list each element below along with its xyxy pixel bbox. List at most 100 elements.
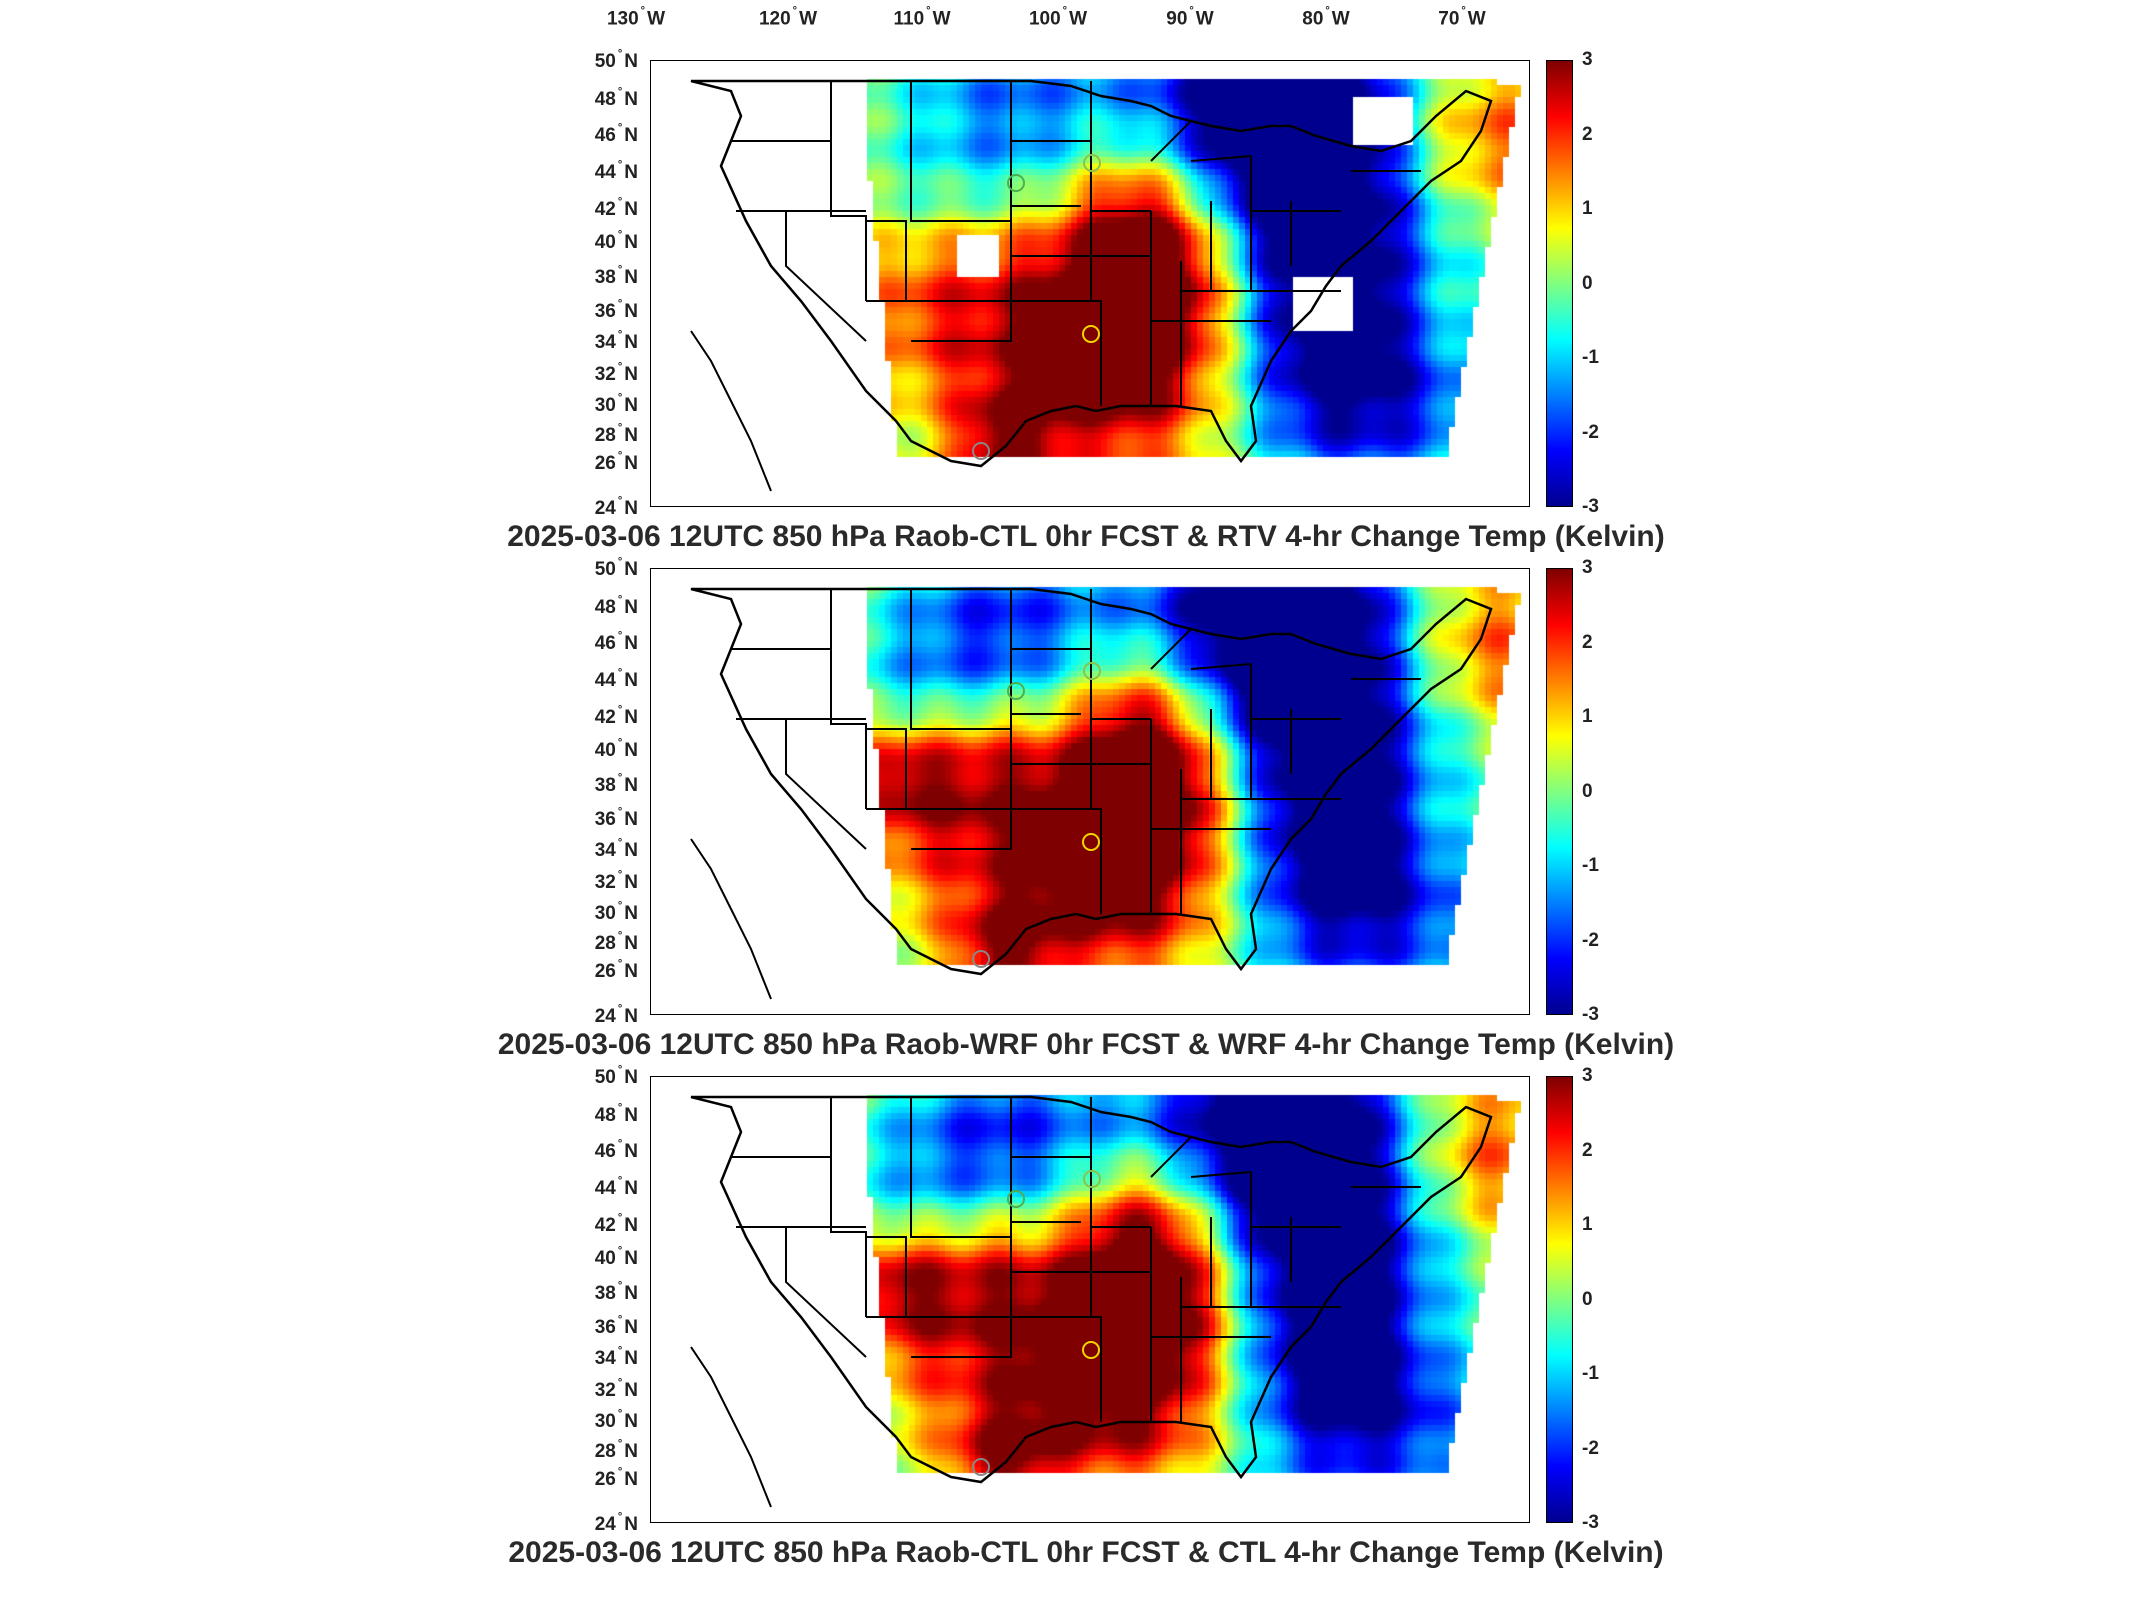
state-line xyxy=(910,1157,1011,1238)
latitude-label: 40 ° N xyxy=(594,228,638,254)
raob-station-marker xyxy=(1007,682,1025,700)
longitude-label: 120 ° W xyxy=(758,5,818,30)
colorbar-tick-label: -3 xyxy=(1582,496,1599,517)
state-line xyxy=(911,301,1012,342)
latitude-label: 26 ° N xyxy=(594,1466,638,1491)
latitude-label: 46 ° N xyxy=(594,122,638,147)
latitude-label: 42 ° N xyxy=(594,195,638,221)
latitude-label: 38 ° N xyxy=(594,264,638,289)
longitude-label: 80 ° W xyxy=(1302,5,1350,30)
latitude-label: 40 ° N xyxy=(594,1244,638,1270)
colorbar-tick-label: -1 xyxy=(1582,1363,1599,1384)
latitude-label: 36 ° N xyxy=(594,297,638,323)
raob-station-marker xyxy=(972,1458,990,1476)
latitude-label: 32 ° N xyxy=(594,1376,638,1402)
state-line xyxy=(731,1156,867,1317)
colorbar-tick-label: 2 xyxy=(1582,631,1593,653)
longitude-label: 130 ° W xyxy=(606,5,666,30)
state-line xyxy=(1150,120,1192,162)
latitude-label: 24 ° N xyxy=(594,494,638,520)
state-boundaries xyxy=(690,1095,1493,1508)
raob-station-marker xyxy=(1083,662,1101,680)
latitude-label: 34 ° N xyxy=(594,836,638,862)
state-line xyxy=(731,140,867,301)
latitude-label: 28 ° N xyxy=(594,421,638,446)
state-line xyxy=(1011,300,1102,406)
raob-station-marker xyxy=(1007,1190,1025,1208)
latitude-label: 48 ° N xyxy=(594,85,638,111)
colorbar-tick-label: -1 xyxy=(1582,347,1599,368)
state-line xyxy=(1011,1316,1102,1422)
state-line xyxy=(785,1227,867,1358)
latitude-label: 30 ° N xyxy=(594,392,638,417)
state-line xyxy=(866,1236,907,1317)
latitude-label: 38 ° N xyxy=(594,772,638,797)
temperature-map xyxy=(650,1076,1530,1523)
state-line xyxy=(1011,808,1102,914)
state-boundaries xyxy=(690,587,1493,1000)
temperature-map xyxy=(650,568,1530,1015)
latitude-label: 28 ° N xyxy=(594,1437,638,1462)
colorbar-tick-label: -2 xyxy=(1582,929,1599,951)
latitude-label: 40 ° N xyxy=(594,736,638,762)
latitude-label: 48 ° N xyxy=(594,1101,638,1127)
latitude-label: 50 ° N xyxy=(594,1063,638,1089)
latitude-label: 24 ° N xyxy=(594,1002,638,1028)
latitude-label: 26 ° N xyxy=(594,450,638,475)
latitude-label: 26 ° N xyxy=(594,958,638,983)
latitude-label: 34 ° N xyxy=(594,328,638,354)
state-line xyxy=(1190,155,1252,162)
colorbar xyxy=(1546,1076,1573,1523)
state-line xyxy=(1190,1171,1252,1178)
colorbar-tick-label: 0 xyxy=(1582,1288,1593,1310)
raob-station-marker xyxy=(972,442,990,460)
colorbar-tick-label: 2 xyxy=(1582,1139,1593,1161)
colorbar-tick-label: -3 xyxy=(1582,1512,1599,1533)
state-line xyxy=(1190,663,1252,670)
baja-coastline xyxy=(690,1346,772,1508)
raob-station-marker xyxy=(972,950,990,968)
latitude-label: 30 ° N xyxy=(594,1408,638,1433)
longitude-label: 70 ° W xyxy=(1438,5,1486,30)
latitude-label: 34 ° N xyxy=(594,1344,638,1370)
colorbar xyxy=(1546,568,1573,1015)
latitude-label: 44 ° N xyxy=(594,159,638,184)
raob-station-marker xyxy=(1082,325,1100,343)
raob-station-marker xyxy=(1082,1341,1100,1359)
longitude-label: 110 ° W xyxy=(893,5,951,30)
colorbar-tick-label: -2 xyxy=(1582,421,1599,443)
latitude-label: 24 ° N xyxy=(594,1510,638,1536)
raob-station-marker xyxy=(1083,1170,1101,1188)
state-line xyxy=(910,141,1011,222)
raob-station-marker xyxy=(1082,833,1100,851)
colorbar-tick-label: 0 xyxy=(1582,780,1593,802)
latitude-label: 42 ° N xyxy=(594,703,638,729)
colorbar-tick-label: 1 xyxy=(1582,198,1593,219)
colorbar-tick-label: 0 xyxy=(1582,272,1593,294)
latitude-label: 48 ° N xyxy=(594,593,638,619)
temperature-map xyxy=(650,60,1530,507)
latitude-label: 30 ° N xyxy=(594,900,638,925)
latitude-label: 38 ° N xyxy=(594,1280,638,1305)
raob-station-marker xyxy=(1083,154,1101,172)
baja-coastline xyxy=(690,838,772,1000)
state-line xyxy=(911,1317,1012,1358)
colorbar xyxy=(1546,60,1573,507)
latitude-label: 32 ° N xyxy=(594,868,638,894)
state-line xyxy=(785,211,867,342)
state-line xyxy=(731,648,867,809)
latitude-label: 46 ° N xyxy=(594,630,638,655)
colorbar-tick-label: 3 xyxy=(1582,49,1593,70)
panel-title: 2025-03-06 12UTC 850 hPa Raob-CTL 0hr FC… xyxy=(507,520,1665,553)
state-line xyxy=(910,649,1011,730)
panel-title: 2025-03-06 12UTC 850 hPa Raob-CTL 0hr FC… xyxy=(508,1536,1664,1569)
state-line xyxy=(866,220,907,301)
panel-title: 2025-03-06 12UTC 850 hPa Raob-WRF 0hr FC… xyxy=(497,1028,1675,1061)
baja-coastline xyxy=(690,330,772,492)
latitude-label: 50 ° N xyxy=(594,47,638,73)
colorbar-tick-label: 1 xyxy=(1582,706,1593,727)
colorbar-tick-label: 3 xyxy=(1582,1065,1593,1086)
colorbar-tick-label: -2 xyxy=(1582,1437,1599,1459)
longitude-label: 100 ° W xyxy=(1028,5,1088,30)
latitude-label: 50 ° N xyxy=(594,555,638,581)
